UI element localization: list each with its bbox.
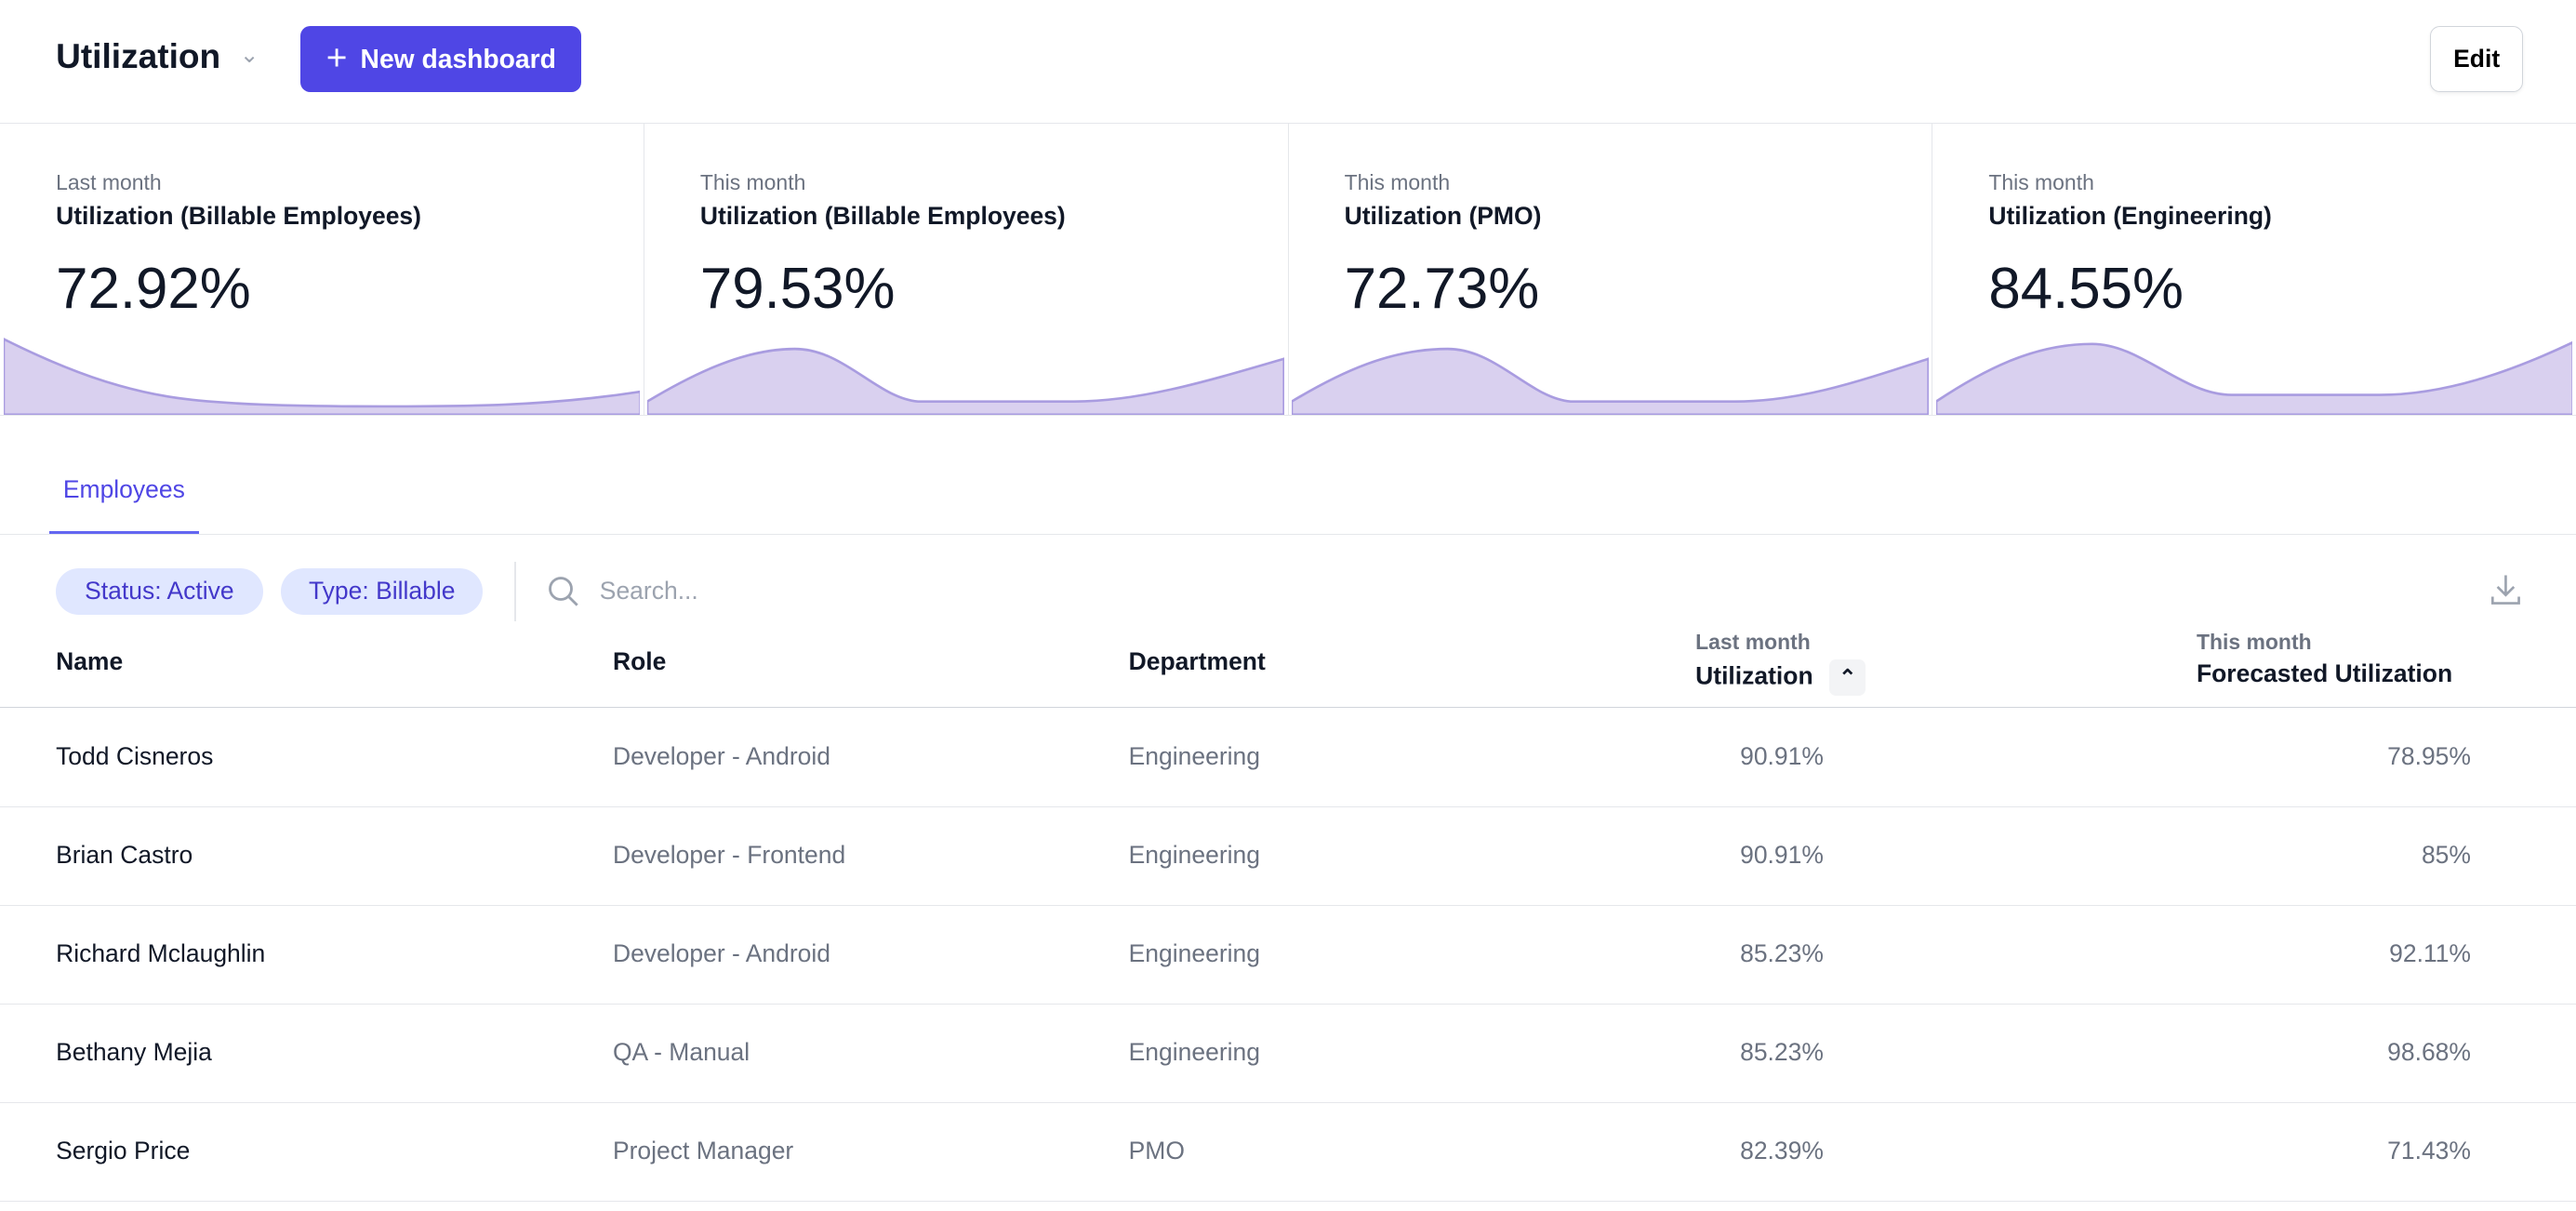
table-row[interactable]: Richard Mclaughlin Developer - Android E… xyxy=(0,905,2576,1005)
filter-chip-status[interactable]: Status: Active xyxy=(56,568,263,615)
tab-bar: Employees xyxy=(0,416,2576,536)
cell-forecast: 92.11% xyxy=(2389,939,2471,968)
cell-name: Brian Castro xyxy=(56,841,193,870)
cell-role: Developer - Frontend xyxy=(612,841,846,870)
filter-bar: Status: Active Type: Billable xyxy=(0,562,2576,621)
column-utilization[interactable]: Last month Utilization ⌃ xyxy=(1695,630,1866,696)
cell-forecast: 85% xyxy=(2421,841,2471,870)
cell-name: Todd Cisneros xyxy=(56,742,214,771)
cell-name: Bethany Mejia xyxy=(56,1038,212,1067)
column-utilization-label: Utilization xyxy=(1695,661,1813,690)
card-value: 72.73% xyxy=(1344,256,1540,321)
card-period: Last month xyxy=(56,169,162,194)
column-department[interactable]: Department xyxy=(1128,647,1266,676)
column-forecast-period: This month xyxy=(2196,629,2312,654)
divider xyxy=(513,562,516,621)
download-icon[interactable] xyxy=(2488,572,2524,608)
cell-role: Project Manager xyxy=(612,1137,794,1165)
card-value: 72.92% xyxy=(56,256,251,321)
cell-utilization: 82.39% xyxy=(1740,1137,1824,1165)
metric-card[interactable]: This month Utilization (Billable Employe… xyxy=(644,124,1289,416)
card-title: Utilization (PMO) xyxy=(1344,201,1542,230)
card-title: Utilization (Engineering) xyxy=(1988,201,2272,230)
column-forecasted-utilization[interactable]: This month Forecasted Utilization xyxy=(2197,630,2452,688)
tab-employees[interactable]: Employees xyxy=(48,475,199,535)
search-box[interactable] xyxy=(547,568,1096,614)
metric-card[interactable]: Last month Utilization (Billable Employe… xyxy=(0,124,644,416)
card-value: 79.53% xyxy=(699,256,896,321)
card-title: Utilization (Billable Employees) xyxy=(699,201,1066,230)
cell-role: QA - Manual xyxy=(612,1038,750,1067)
column-forecast-label: Forecasted Utilization xyxy=(2196,659,2453,687)
cell-utilization: 85.23% xyxy=(1740,939,1824,968)
cell-department: PMO xyxy=(1128,1137,1185,1165)
cell-forecast: 98.68% xyxy=(2387,1038,2471,1067)
column-role[interactable]: Role xyxy=(612,647,667,676)
card-period: This month xyxy=(1988,169,2094,194)
cell-department: Engineering xyxy=(1128,939,1260,968)
cell-forecast: 78.95% xyxy=(2387,742,2471,771)
new-dashboard-button[interactable]: + New dashboard xyxy=(300,26,582,92)
cell-name: Richard Mclaughlin xyxy=(56,939,266,968)
cell-department: Engineering xyxy=(1128,841,1260,870)
column-name[interactable]: Name xyxy=(56,647,124,676)
edit-button[interactable]: Edit xyxy=(2429,26,2524,92)
card-title: Utilization (Billable Employees) xyxy=(56,201,421,230)
filter-chip-type[interactable]: Type: Billable xyxy=(281,568,484,615)
search-icon xyxy=(549,577,578,606)
cell-department: Engineering xyxy=(1128,742,1260,771)
plus-icon: + xyxy=(325,38,348,79)
cell-utilization: 90.91% xyxy=(1740,742,1824,771)
table-row[interactable]: Bethany Mejia QA - Manual Engineering 85… xyxy=(0,1004,2576,1104)
sparkline xyxy=(3,338,641,416)
card-period: This month xyxy=(699,169,806,194)
cell-utilization: 90.91% xyxy=(1740,841,1824,870)
table-row[interactable]: Todd Cisneros Developer - Android Engine… xyxy=(0,708,2576,808)
sort-ascending-icon[interactable]: ⌃ xyxy=(1829,659,1866,696)
search-input[interactable] xyxy=(596,575,1096,608)
table-row[interactable]: Brian Castro Developer - Frontend Engine… xyxy=(0,806,2576,907)
table-header: Name Role Department Last month Utilizat… xyxy=(0,624,2576,708)
cell-name: Sergio Price xyxy=(56,1137,191,1165)
metric-card[interactable]: This month Utilization (PMO) 72.73% xyxy=(1289,124,1933,416)
cell-forecast: 71.43% xyxy=(2387,1137,2471,1165)
cell-department: Engineering xyxy=(1128,1038,1260,1067)
chevron-down-icon[interactable]: ⌄ xyxy=(239,43,259,69)
metric-cards: Last month Utilization (Billable Employe… xyxy=(0,124,2576,417)
card-value: 84.55% xyxy=(1988,256,2184,321)
sparkline xyxy=(647,348,1284,416)
metric-card[interactable]: This month Utilization (Engineering) 84.… xyxy=(1932,124,2576,416)
dashboard-title[interactable]: Utilization xyxy=(56,35,221,75)
sparkline xyxy=(1292,348,1929,416)
column-utilization-period: Last month xyxy=(1695,629,1811,654)
sparkline xyxy=(1935,340,2573,416)
top-bar: Utilization ⌄ + New dashboard Edit xyxy=(0,0,2576,125)
cell-role: Developer - Android xyxy=(612,742,831,771)
cell-utilization: 85.23% xyxy=(1740,1038,1824,1067)
card-period: This month xyxy=(1344,169,1451,194)
table-row[interactable]: Sergio Price Project Manager PMO 82.39% … xyxy=(0,1102,2576,1203)
new-dashboard-label: New dashboard xyxy=(360,44,556,74)
cell-role: Developer - Android xyxy=(612,939,831,968)
